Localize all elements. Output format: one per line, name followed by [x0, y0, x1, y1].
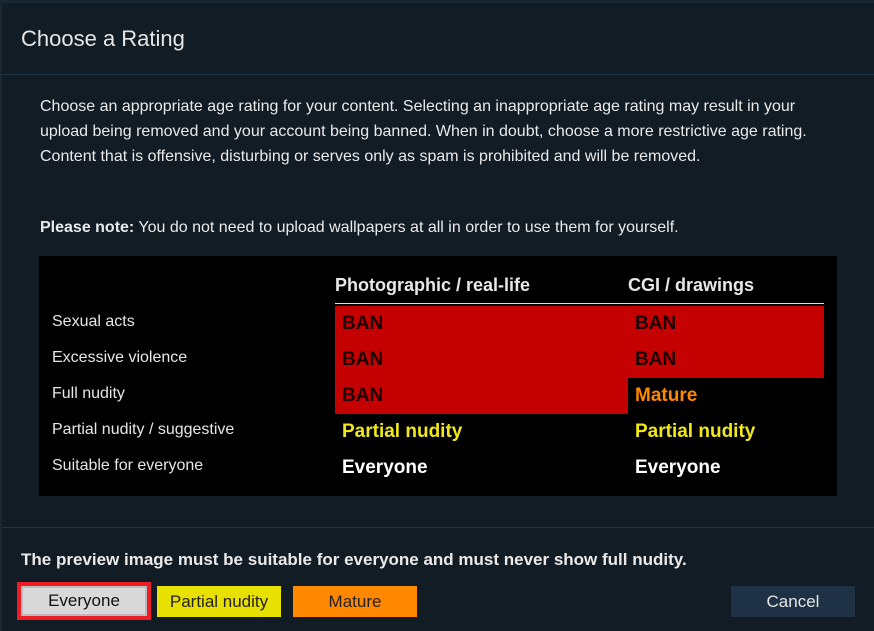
- cell-partial: Partial nudity: [635, 421, 756, 442]
- row-label: Sexual acts: [52, 313, 135, 330]
- rating-table: Photographic / real-life CGI / drawings …: [39, 256, 837, 496]
- note-body: You do not need to upload wallpapers at …: [134, 219, 679, 236]
- cell-everyone: Everyone: [342, 457, 428, 478]
- mature-button[interactable]: Mature: [293, 586, 417, 617]
- dialog-header: Choose a Rating: [2, 3, 874, 75]
- note-text: Please note: You do not need to upload w…: [40, 219, 679, 237]
- everyone-button[interactable]: Everyone: [17, 582, 151, 620]
- row-label: Suitable for everyone: [52, 457, 204, 474]
- footer-divider: [2, 527, 874, 528]
- rating-dialog: Choose a Rating Choose an appropriate ag…: [2, 3, 874, 631]
- row-label: Full nudity: [52, 385, 125, 402]
- cancel-button[interactable]: Cancel: [731, 586, 855, 617]
- row-label: Excessive violence: [52, 349, 188, 366]
- cell-everyone: Everyone: [635, 457, 721, 478]
- cell-ban: BAN: [628, 306, 824, 342]
- intro-text: Choose an appropriate age rating for you…: [40, 98, 807, 165]
- column-header-photographic: Photographic / real-life: [335, 275, 531, 295]
- cell-mature: Mature: [635, 385, 698, 406]
- partial-nudity-button[interactable]: Partial nudity: [157, 586, 281, 617]
- note-label: Please note:: [40, 219, 135, 236]
- dialog-title: Choose a Rating: [21, 26, 185, 51]
- preview-note: The preview image must be suitable for e…: [21, 550, 687, 569]
- cell-ban: BAN: [628, 342, 824, 378]
- cell-partial: Partial nudity: [342, 421, 463, 442]
- column-header-cgi: CGI / drawings: [628, 275, 755, 295]
- cell-ban: BAN: [335, 378, 628, 414]
- header-divider: [335, 303, 824, 304]
- cell-ban: BAN: [335, 342, 628, 378]
- row-label: Partial nudity / suggestive: [52, 421, 235, 438]
- cell-ban: BAN: [335, 306, 628, 342]
